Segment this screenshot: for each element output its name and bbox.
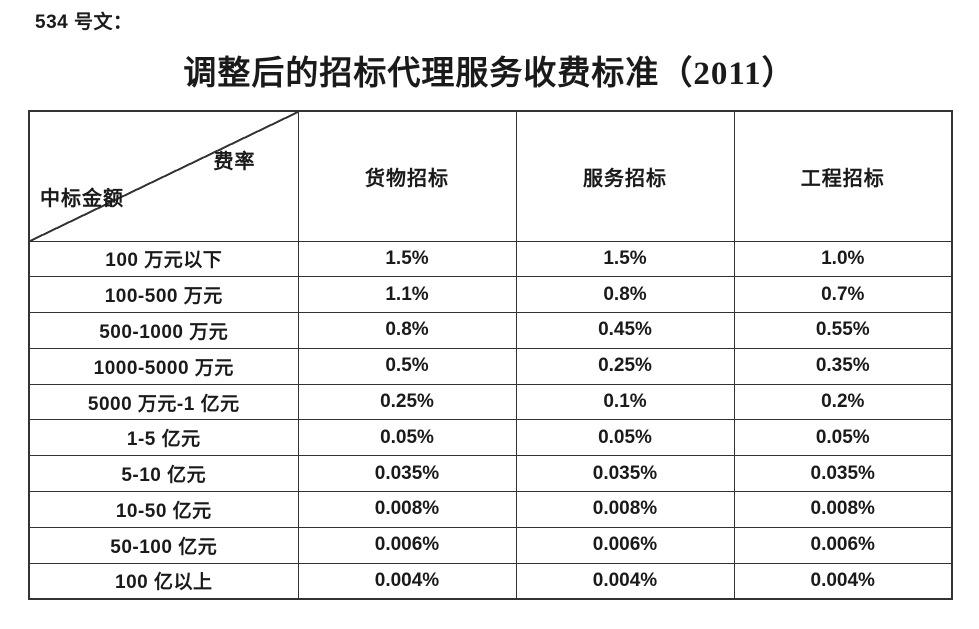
rate-cell: 0.5%	[297, 347, 517, 385]
column-header-works-tender: 工程招标	[733, 110, 953, 242]
header-row: 费率 中标金额 货物招标 服务招标 工程招标	[28, 110, 953, 242]
rate-cell: 1.1%	[297, 276, 517, 314]
table-row: 100-500 万元 1.1% 0.8% 0.7%	[28, 276, 953, 314]
rate-cell: 0.035%	[733, 455, 953, 493]
rate-cell: 0.8%	[515, 276, 735, 314]
rate-cell: 0.8%	[297, 312, 517, 349]
rate-cell: 0.006%	[515, 526, 735, 564]
rate-cell: 0.1%	[515, 383, 735, 421]
amount-range-cell: 1-5 亿元	[28, 419, 299, 457]
amount-range-cell: 50-100 亿元	[28, 526, 299, 564]
rate-cell: 0.25%	[297, 383, 517, 421]
rate-cell: 0.004%	[733, 562, 953, 600]
rate-cell: 0.008%	[515, 491, 735, 528]
rate-cell: 0.006%	[733, 526, 953, 564]
rate-cell: 0.25%	[515, 347, 735, 385]
column-header-service-tender: 服务招标	[515, 110, 735, 242]
rate-cell: 1.5%	[297, 240, 517, 278]
rate-cell: 0.35%	[733, 347, 953, 385]
fee-table: 费率 中标金额 货物招标 服务招标 工程招标 100 万元以下 1.5% 1.5…	[28, 110, 953, 600]
table-row: 10-50 亿元 0.008% 0.008% 0.008%	[28, 491, 953, 528]
table-row: 1000-5000 万元 0.5% 0.25% 0.35%	[28, 347, 953, 385]
rate-cell: 0.55%	[733, 312, 953, 349]
rate-cell: 0.05%	[297, 419, 517, 457]
amount-range-cell: 100-500 万元	[28, 276, 299, 314]
doc-number: 534 号文：	[35, 12, 133, 33]
table-row: 5000 万元-1 亿元 0.25% 0.1% 0.2%	[28, 383, 953, 421]
amount-range-cell: 5-10 亿元	[28, 455, 299, 493]
rate-cell: 0.006%	[297, 526, 517, 564]
table-row: 50-100 亿元 0.006% 0.006% 0.006%	[28, 526, 953, 564]
rate-cell: 0.05%	[733, 419, 953, 457]
table-row: 100 亿以上 0.004% 0.004% 0.004%	[28, 562, 953, 600]
rate-cell: 0.004%	[297, 562, 517, 600]
rate-cell: 0.05%	[515, 419, 735, 457]
rate-cell: 1.5%	[515, 240, 735, 278]
amount-axis-label: 中标金额	[40, 187, 124, 210]
rate-axis-label: 费率	[213, 151, 256, 173]
rate-cell: 0.008%	[733, 491, 953, 528]
table-row: 100 万元以下 1.5% 1.5% 1.0%	[28, 240, 953, 278]
amount-range-cell: 100 亿以上	[28, 562, 299, 600]
table-row: 5-10 亿元 0.035% 0.035% 0.035%	[28, 455, 953, 493]
rate-cell: 0.035%	[515, 455, 735, 493]
table-row: 500-1000 万元 0.8% 0.45% 0.55%	[28, 312, 953, 349]
corner-header-cell: 费率 中标金额	[28, 110, 299, 242]
amount-range-cell: 100 万元以下	[28, 240, 299, 278]
amount-range-cell: 5000 万元-1 亿元	[28, 383, 299, 421]
page-title: 调整后的招标代理服务收费标准（2011）	[183, 56, 796, 92]
table-row: 1-5 亿元 0.05% 0.05% 0.05%	[28, 419, 953, 457]
rate-cell: 0.7%	[733, 276, 953, 314]
rate-cell: 0.008%	[297, 491, 517, 528]
rate-cell: 1.0%	[733, 240, 953, 278]
rate-cell: 0.2%	[733, 383, 953, 421]
amount-range-cell: 1000-5000 万元	[28, 347, 299, 385]
column-header-goods-tender: 货物招标	[297, 110, 517, 242]
amount-range-cell: 500-1000 万元	[28, 312, 299, 349]
rate-cell: 0.004%	[515, 562, 735, 600]
rate-cell: 0.035%	[297, 455, 517, 493]
amount-range-cell: 10-50 亿元	[28, 491, 299, 528]
rate-cell: 0.45%	[515, 312, 735, 349]
